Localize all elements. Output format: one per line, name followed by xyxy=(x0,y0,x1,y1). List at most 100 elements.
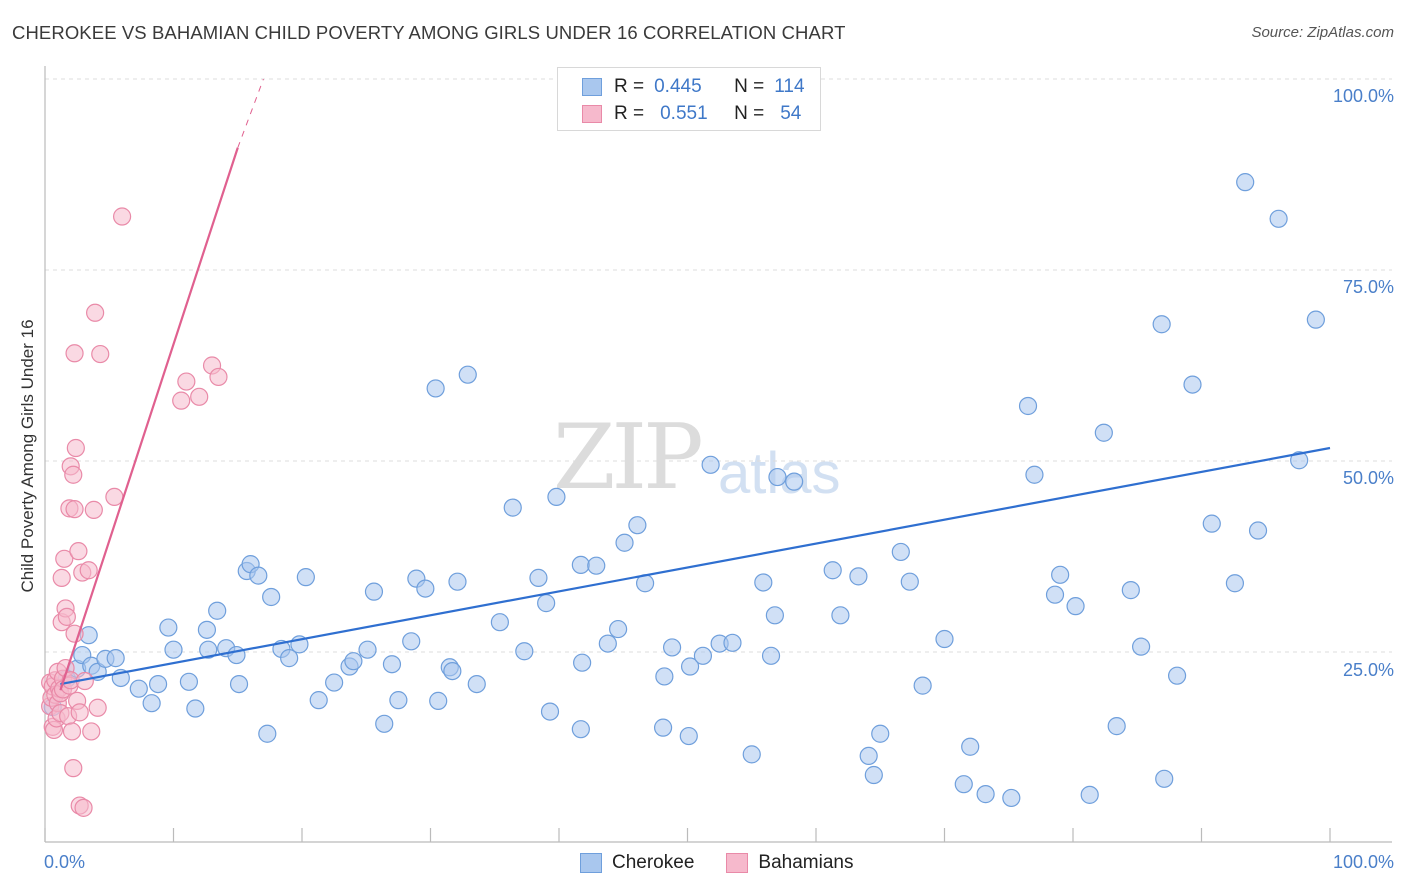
cherokee-point xyxy=(849,567,868,586)
legend-swatch-cherokee xyxy=(582,78,602,96)
cherokee-point xyxy=(571,555,590,575)
cherokee-point xyxy=(159,618,178,637)
cherokee-point xyxy=(587,556,606,575)
bahamian-trendline xyxy=(59,147,239,691)
cherokee-point xyxy=(197,620,217,639)
bahamian-point xyxy=(64,759,83,778)
cherokee-point xyxy=(615,533,634,552)
legend-swatch-bahamians xyxy=(582,105,602,123)
bahamian-point xyxy=(105,487,124,507)
cherokee-point xyxy=(1051,565,1070,584)
cherokee-point xyxy=(382,655,402,674)
cherokee-point xyxy=(768,467,787,487)
cherokee-point xyxy=(1025,465,1044,484)
cherokee-point xyxy=(467,674,486,694)
legend-n-label: N = xyxy=(734,76,765,97)
cherokee-point xyxy=(891,542,910,562)
cherokee-point xyxy=(148,674,168,694)
cherokee-point xyxy=(515,642,534,661)
legend-r-label: R = xyxy=(614,103,645,124)
cherokee-point xyxy=(679,726,698,746)
cherokee-point xyxy=(680,657,700,676)
cherokee-point xyxy=(426,379,445,398)
cherokee-point xyxy=(871,724,890,743)
cherokee-point xyxy=(823,561,842,580)
cherokee-point xyxy=(262,587,281,607)
series-label-bahamians: Bahamians xyxy=(758,852,854,873)
cherokee-point xyxy=(662,638,682,657)
x-tick-label-min: 0.0% xyxy=(44,852,86,872)
cherokee-point xyxy=(961,737,980,756)
cherokee-point xyxy=(547,487,566,507)
cherokee-point xyxy=(258,724,277,743)
bahamian-point xyxy=(88,698,107,717)
source-credit: Source: ZipAtlas.com xyxy=(1251,24,1394,41)
bahamian-point xyxy=(65,500,84,519)
bahamian-point xyxy=(209,367,228,387)
cherokee-point xyxy=(701,455,720,474)
cherokee-point xyxy=(954,775,973,794)
legend-n-value: 114 xyxy=(774,76,805,97)
correlation-legend: R = 0.445 N = 114 R = 0.551 N = 54 xyxy=(557,67,821,131)
cherokee-point xyxy=(1107,717,1126,736)
legend-r-value: 0.551 xyxy=(660,103,708,124)
cherokee-point xyxy=(693,646,713,665)
y-tick-label-100: 100.0% xyxy=(1332,86,1394,106)
cherokee-point xyxy=(540,702,560,721)
cherokee-point xyxy=(653,718,673,737)
cherokee-point xyxy=(490,613,509,632)
cherokee-point xyxy=(859,746,878,766)
cherokee-point xyxy=(358,640,377,659)
cherokee-point xyxy=(571,720,590,739)
cherokee-point xyxy=(761,646,781,665)
series-swatch-bahamians xyxy=(726,853,749,873)
y-tick-label-75: 75.0% xyxy=(1342,277,1394,297)
cherokee-point xyxy=(537,594,556,613)
cherokee-point xyxy=(503,498,522,517)
cherokee-point xyxy=(1183,375,1202,394)
cherokee-point xyxy=(249,566,268,585)
cherokee-point xyxy=(1306,310,1325,329)
cherokee-point xyxy=(1132,637,1151,656)
bahamian-point xyxy=(55,549,74,568)
cherokee-point xyxy=(1080,785,1099,804)
cherokee-point xyxy=(785,472,804,491)
cherokee-point xyxy=(458,365,477,384)
bahamian-point xyxy=(84,500,103,519)
series-swatch-cherokee xyxy=(580,853,602,873)
cherokee-point xyxy=(309,691,328,710)
cherokee-point xyxy=(655,667,674,686)
cherokee-point xyxy=(296,568,315,587)
cherokee-point xyxy=(199,640,218,659)
cherokee-point xyxy=(1202,514,1221,533)
cherokee-point xyxy=(229,674,249,694)
bahamian-point xyxy=(57,607,76,626)
series-legend: Cherokee Bahamians xyxy=(580,852,885,874)
cherokee-point xyxy=(742,745,761,764)
cherokee-point xyxy=(1002,788,1021,808)
cherokee-point xyxy=(765,606,784,625)
cherokee-point xyxy=(1045,585,1065,604)
watermark-zip: ZIP xyxy=(553,405,704,510)
bahamian-point xyxy=(190,387,209,406)
cherokee-point xyxy=(1236,173,1255,192)
cherokee-point xyxy=(186,699,205,718)
y-tick-label-50: 50.0% xyxy=(1342,468,1394,488)
cherokee-point xyxy=(754,573,773,592)
cherokee-point xyxy=(1225,574,1245,593)
y-tick-label-25: 25.0% xyxy=(1342,660,1394,680)
legend-n-label: N = xyxy=(734,103,765,124)
bahamian-point xyxy=(82,722,101,741)
cherokee-point xyxy=(344,652,363,671)
cherokee-point xyxy=(1248,521,1268,540)
cherokee-point xyxy=(448,572,467,591)
bahamian-point xyxy=(79,561,98,580)
series-legend-cherokee[interactable]: Cherokee xyxy=(580,852,694,874)
cherokee-point xyxy=(1121,581,1140,600)
cherokee-point xyxy=(416,579,435,598)
cherokee-point xyxy=(900,572,919,591)
cherokee-point xyxy=(831,606,850,625)
cherokee-point xyxy=(375,714,394,733)
series-legend-bahamians[interactable]: Bahamians xyxy=(726,852,853,874)
